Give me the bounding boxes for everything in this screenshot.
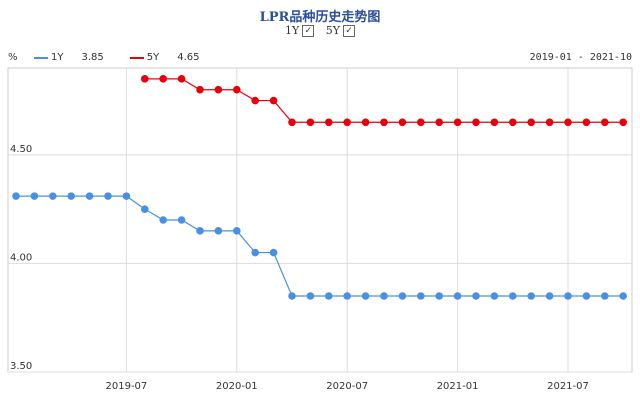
data-point-1y	[177, 216, 186, 224]
data-point-1y	[49, 192, 57, 200]
data-point-1y	[159, 216, 167, 224]
data-point-1y	[343, 292, 352, 300]
toggle-1y-label: 1Y	[284, 24, 300, 37]
data-point-1y	[509, 292, 517, 300]
data-point-1y	[67, 192, 75, 200]
x-tick-label: 2021-01	[437, 381, 479, 392]
data-point-5y	[251, 96, 259, 105]
data-point-5y	[269, 96, 278, 105]
legend-value-5y: 4.65	[177, 52, 200, 63]
data-point-5y	[472, 118, 480, 127]
data-point-1y	[12, 192, 20, 200]
plot-frame	[7, 67, 633, 373]
data-point-1y	[601, 292, 609, 300]
date-range: 2019-01 - 2021-10	[529, 52, 632, 63]
legend-item-1y[interactable]: 1Y 3.85	[34, 52, 104, 63]
legend-item-5y[interactable]: 5Y 4.65	[129, 52, 200, 63]
data-point-1y	[30, 192, 39, 200]
checkbox-5y-icon[interactable]: ✓	[343, 24, 356, 37]
data-point-1y	[380, 292, 388, 300]
data-point-1y	[619, 292, 627, 300]
legend-name-5y: 5Y	[146, 52, 160, 63]
data-point-1y	[527, 292, 535, 300]
checkbox-1y-icon[interactable]: ✓	[302, 24, 315, 37]
y-tick-label: 3.50	[10, 361, 32, 372]
data-point-5y	[582, 118, 591, 127]
data-point-1y	[288, 292, 296, 300]
data-point-1y	[251, 248, 259, 257]
legend-swatch-1y	[34, 56, 48, 59]
data-point-5y	[527, 118, 535, 127]
toggle-5y[interactable]: 5Y ✓	[325, 24, 356, 37]
data-point-5y	[233, 85, 241, 94]
data-point-1y	[361, 292, 370, 300]
data-point-5y	[361, 118, 370, 127]
data-point-5y	[325, 118, 333, 127]
data-point-5y	[509, 118, 517, 127]
data-point-5y	[545, 118, 554, 127]
data-point-1y	[472, 292, 480, 300]
chart-title: LPR品种历史走势图	[259, 10, 381, 25]
toggle-1y[interactable]: 1Y ✓	[284, 24, 315, 37]
data-point-1y	[269, 248, 278, 257]
data-point-5y	[196, 85, 204, 94]
data-point-1y	[417, 292, 425, 300]
data-point-5y	[398, 118, 407, 127]
data-point-5y	[288, 118, 296, 127]
data-point-1y	[214, 227, 223, 235]
data-point-5y	[453, 118, 462, 127]
data-point-1y	[141, 205, 149, 213]
data-point-5y	[601, 118, 609, 127]
legend: 1Y 3.85 5Y 4.65	[34, 52, 226, 63]
series-line-5y	[144, 78, 624, 123]
data-point-1y	[306, 292, 315, 300]
data-point-1y	[545, 292, 554, 300]
data-point-5y	[435, 118, 444, 127]
data-point-5y	[343, 118, 352, 127]
data-point-1y	[233, 227, 241, 235]
data-point-5y	[141, 75, 149, 83]
legend-swatch-5y	[129, 56, 144, 59]
data-point-1y	[85, 192, 94, 200]
x-tick-label: 2019-07	[106, 381, 148, 392]
legend-value-1y: 3.85	[81, 52, 104, 63]
y-tick-label: 4.00	[10, 252, 32, 263]
data-point-1y	[453, 292, 462, 300]
x-tick-label: 2020-07	[326, 381, 368, 392]
data-point-5y	[417, 118, 425, 127]
data-point-1y	[435, 292, 444, 300]
data-point-1y	[398, 292, 407, 300]
data-point-5y	[159, 75, 167, 83]
data-point-1y	[564, 292, 572, 300]
x-tick-label: 2021-07	[547, 381, 589, 392]
data-point-5y	[214, 85, 223, 94]
data-point-5y	[380, 118, 388, 127]
data-point-1y	[325, 292, 333, 300]
data-point-1y	[122, 192, 131, 200]
data-point-1y	[490, 292, 499, 300]
data-point-5y	[306, 118, 315, 127]
data-point-5y	[490, 118, 499, 127]
y-unit-label: %	[8, 52, 18, 63]
x-tick-label: 2020-01	[216, 381, 258, 392]
y-tick-label: 4.50	[10, 144, 32, 155]
series-line-1y	[16, 195, 624, 297]
data-point-1y	[104, 192, 112, 200]
legend-name-1y: 1Y	[51, 52, 64, 63]
series-toggles: 1Y ✓ 5Y ✓	[0, 24, 640, 37]
data-point-5y	[619, 118, 627, 127]
data-point-5y	[177, 75, 186, 83]
data-point-1y	[196, 227, 204, 235]
data-point-5y	[564, 118, 572, 127]
data-point-1y	[582, 292, 591, 300]
toggle-5y-label: 5Y	[325, 24, 341, 37]
